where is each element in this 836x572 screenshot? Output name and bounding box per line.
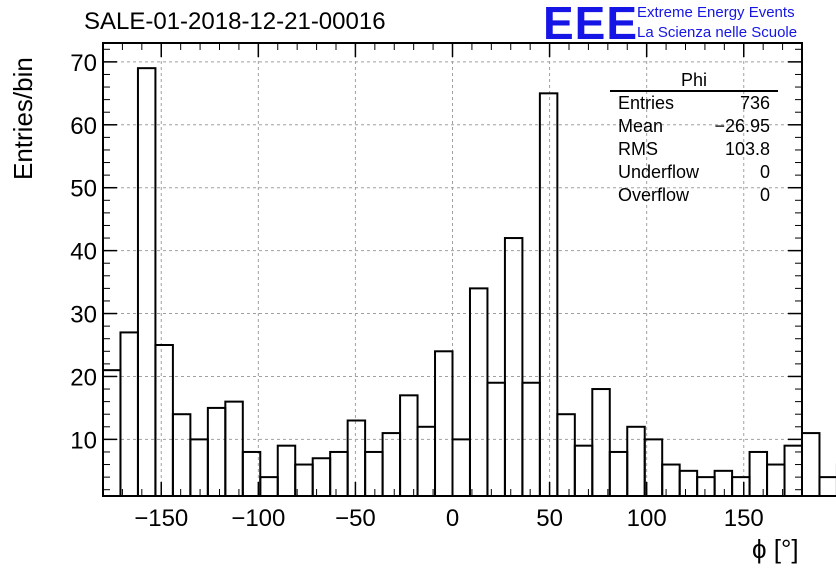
- histogram-bin: [713, 469, 734, 498]
- histogram-bin: [434, 350, 454, 497]
- y-tick-label: 70: [70, 50, 97, 77]
- histogram-bin: [801, 432, 821, 498]
- y-tick-label: 50: [70, 176, 97, 203]
- stats-value: 736: [739, 93, 770, 113]
- histogram-bin: [573, 444, 594, 497]
- y-axis-label: Entries/bin: [8, 57, 38, 180]
- stats-label: Overflow: [618, 185, 690, 205]
- histogram-bin: [731, 476, 751, 497]
- stats-value: −26.95: [714, 116, 770, 136]
- stats-label: Underflow: [618, 162, 700, 182]
- x-tick-label: −100: [231, 505, 285, 532]
- histogram-bin: [766, 463, 786, 497]
- eee-logo: EEE: [543, 0, 639, 49]
- histogram-bin: [276, 444, 297, 497]
- histogram-bin: [329, 450, 349, 498]
- histogram-bin: [311, 457, 332, 497]
- histogram-bin: [381, 432, 402, 498]
- histogram-bin: [451, 438, 471, 497]
- histogram-bin: [346, 419, 367, 497]
- histogram-bin: [259, 476, 279, 497]
- histogram-bin: [119, 331, 139, 497]
- y-tick-label: 60: [70, 113, 97, 140]
- histogram-bin: [678, 469, 699, 498]
- x-tick-label: 0: [446, 505, 459, 532]
- histogram-bin: [503, 237, 524, 498]
- y-tick-label: 10: [70, 427, 97, 454]
- x-tick-label: 100: [627, 505, 667, 532]
- histogram-bin: [136, 67, 157, 498]
- x-tick-label: −50: [335, 505, 376, 532]
- histogram-bin: [556, 413, 576, 498]
- x-axis-label: ϕ [°]: [752, 534, 799, 564]
- histogram-bin: [538, 92, 559, 497]
- histogram-bin: [696, 476, 716, 497]
- histogram-bin: [224, 400, 244, 497]
- stats-label: RMS: [618, 139, 658, 159]
- y-tick-label: 40: [70, 239, 97, 266]
- stats-box: Phi Entries 736 Mean −26.95 RMS 103.8 Un…: [610, 70, 778, 207]
- stats-row-rms: RMS 103.8: [610, 138, 778, 161]
- histogram-bin: [748, 450, 769, 498]
- histogram-bin: [783, 444, 804, 497]
- stats-title: Phi: [610, 70, 778, 92]
- logo-subtitle-1: Extreme Energy Events: [637, 4, 795, 21]
- stats-row-mean: Mean −26.95: [610, 115, 778, 138]
- histogram-bin: [416, 425, 437, 497]
- histogram-bin: [468, 287, 489, 497]
- stats-value: 103.8: [724, 139, 770, 159]
- stats-row-underflow: Underflow 0: [610, 161, 778, 184]
- histogram-bin: [591, 388, 611, 497]
- histogram-bin: [626, 425, 646, 497]
- histogram-bin: [486, 381, 506, 497]
- histogram-bin: [189, 438, 209, 497]
- histogram-bin: [171, 413, 192, 498]
- x-tick-label: 150: [724, 505, 764, 532]
- histogram-bin: [294, 463, 314, 497]
- x-tick-label: 50: [536, 505, 563, 532]
- stats-value: 0: [759, 162, 770, 182]
- y-tick-label: 20: [70, 364, 97, 391]
- logo-subtitle-2: La Scienza nelle Scuole: [637, 24, 798, 41]
- chart-title: SALE-01-2018-12-21-00016: [84, 8, 386, 35]
- stats-value: 0: [759, 185, 770, 205]
- stats-label: Entries: [618, 93, 675, 113]
- histogram-bin: [661, 463, 681, 497]
- histogram-bin: [399, 394, 419, 498]
- stats-row-entries: Entries 736: [610, 92, 778, 115]
- histogram-bin: [364, 450, 384, 498]
- histogram-bin: [206, 406, 227, 497]
- histogram-bin: [818, 476, 836, 497]
- histogram-bin: [154, 344, 174, 497]
- x-tick-label: −150: [134, 505, 188, 532]
- stats-label: Mean: [618, 116, 664, 136]
- histogram-bin: [608, 450, 629, 498]
- stats-row-overflow: Overflow 0: [610, 184, 778, 207]
- y-tick-label: 30: [70, 302, 97, 329]
